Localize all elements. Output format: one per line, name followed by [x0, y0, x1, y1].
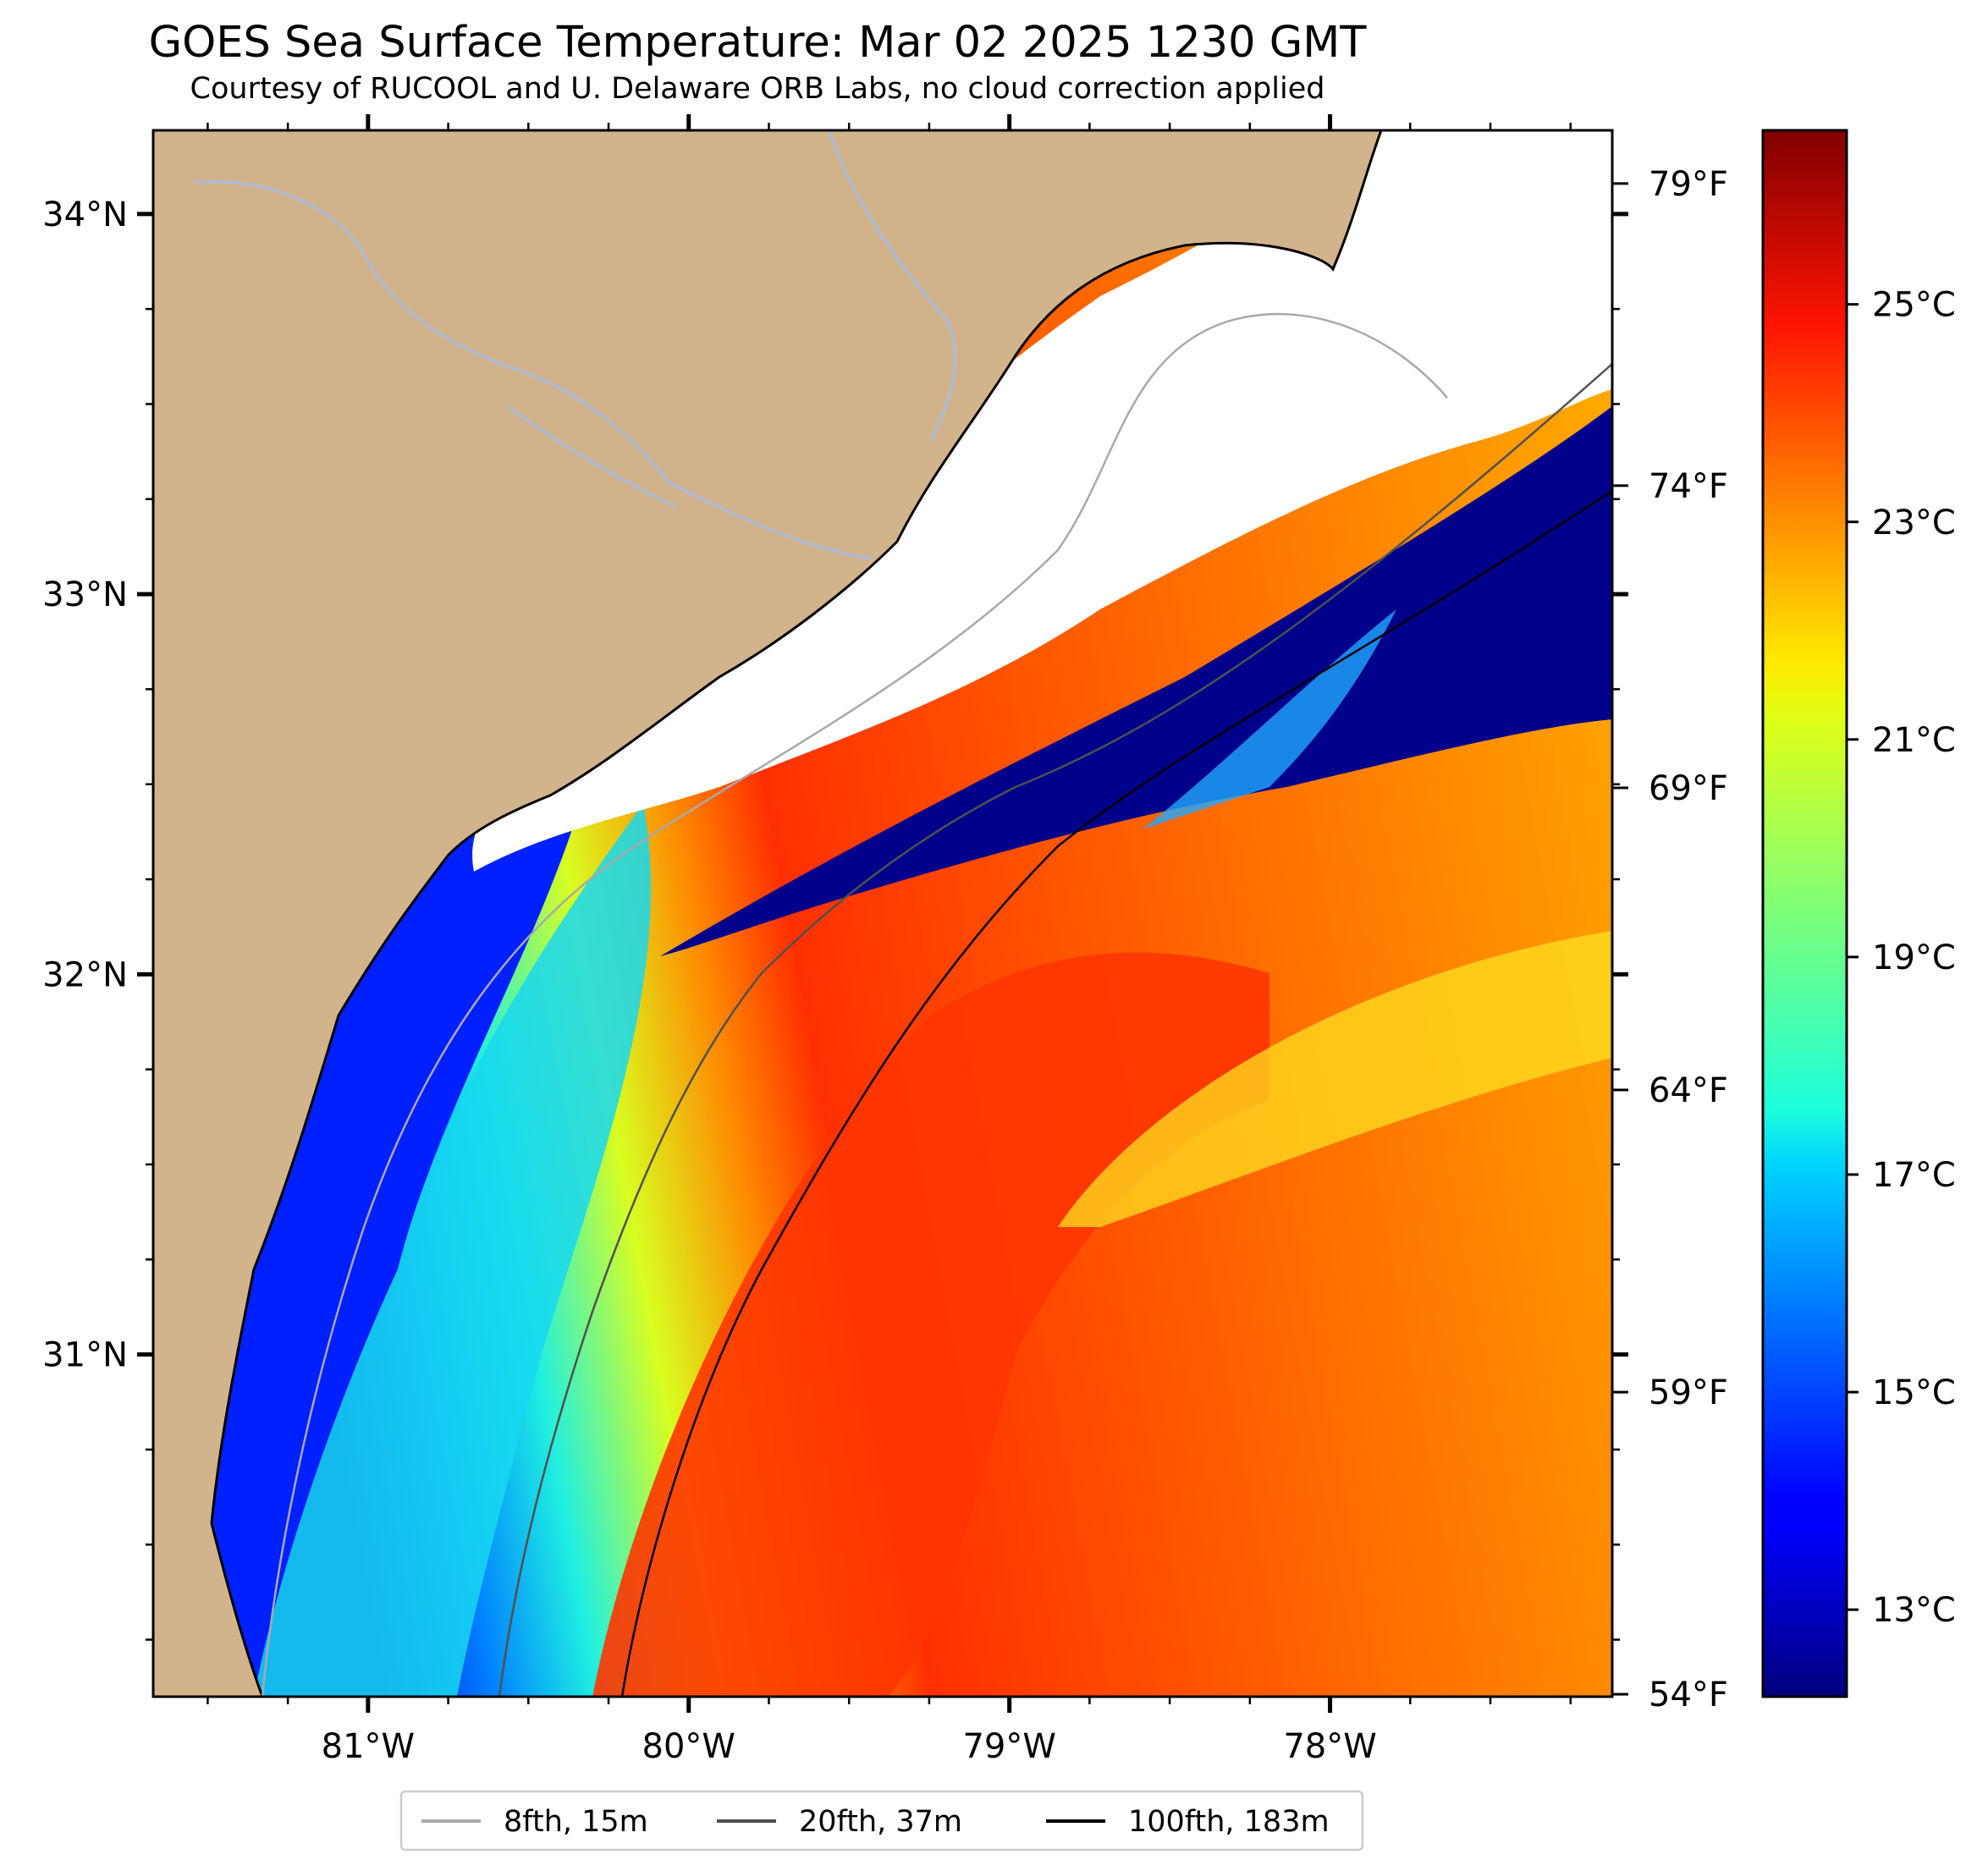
celsius-tick-label: 21°C — [1872, 721, 1956, 760]
legend-frame — [399, 1790, 1364, 1852]
lon-tick-label: 79°W — [962, 1727, 1055, 1766]
celsius-tick-label: 15°C — [1872, 1373, 1956, 1412]
gulf-stream-warm-core — [592, 952, 1269, 1697]
celsius-tick-label: 23°C — [1872, 504, 1956, 542]
figure-subtitle: Courtesy of RUCOOL and U. Delaware ORB L… — [190, 72, 1325, 106]
map-area — [153, 130, 1612, 1697]
colorbar-bar — [1761, 129, 1848, 1698]
celsius-tick-label: 25°C — [1872, 286, 1956, 325]
lat-tick-label: 32°N — [42, 955, 128, 994]
fahrenheit-tick-label: 54°F — [1649, 1676, 1728, 1714]
lat-tick-label: 31°N — [42, 1336, 128, 1375]
cold-band — [660, 406, 1612, 956]
legend-label: 100fth, 183m — [1128, 1805, 1330, 1839]
lon-tick-label: 80°W — [642, 1727, 735, 1766]
fahrenheit-tick-label: 64°F — [1649, 1071, 1728, 1110]
river — [507, 404, 678, 509]
lon-tick-label: 81°W — [322, 1727, 415, 1766]
rivers — [194, 130, 956, 560]
colorbar-celsius-ticks: 13°C 15°C 17°C 19°C 21°C 23°C 25°C — [1847, 286, 1956, 1630]
longitude-axis: 81°W 80°W 79°W 78°W — [322, 114, 1377, 1766]
fahrenheit-tick-label: 59°F — [1649, 1373, 1728, 1412]
contour-100fth — [620, 489, 1612, 1697]
legend-label: 8fth, 15m — [504, 1805, 648, 1839]
warm-filament — [1058, 931, 1612, 1227]
fahrenheit-tick-label: 79°F — [1649, 165, 1728, 204]
legend: 8fth, 15m 20fth, 37m 100fth, 183m — [399, 1790, 1364, 1852]
celsius-tick-label: 13°C — [1872, 1591, 1956, 1630]
fahrenheit-tick-label: 74°F — [1649, 467, 1728, 506]
map-frame — [151, 129, 1614, 1698]
minor-ticks — [146, 123, 1620, 1704]
shelf-cyan — [254, 804, 652, 1697]
river — [194, 180, 873, 560]
colorbar-fahrenheit-ticks: 54°F 59°F 64°F 69°F 74°F 79°F — [1612, 165, 1728, 1714]
figure-title: GOES Sea Surface Temperature: Mar 02 202… — [148, 18, 1367, 68]
cloud-mask — [472, 130, 1612, 872]
land — [153, 130, 1383, 1697]
river — [828, 130, 956, 441]
latitude-axis: 34°N 33°N 32°N 31°N — [42, 195, 1628, 1375]
legend-label: 20fth, 37m — [799, 1805, 962, 1839]
contour-8fth — [261, 312, 1448, 1697]
fahrenheit-tick-label: 69°F — [1649, 769, 1728, 808]
celsius-tick-label: 17°C — [1872, 1156, 1956, 1195]
contour-20fth — [498, 363, 1612, 1697]
celsius-tick-label: 19°C — [1872, 938, 1956, 977]
lon-tick-label: 78°W — [1283, 1727, 1376, 1766]
bathymetry-contours — [261, 312, 1612, 1697]
colorbar: 13°C 15°C 17°C 19°C 21°C 23°C 25°C 54°F 59°F 64°… — [1612, 129, 1956, 1714]
lat-tick-label: 33°N — [42, 575, 128, 614]
lat-tick-label: 34°N — [42, 195, 128, 234]
